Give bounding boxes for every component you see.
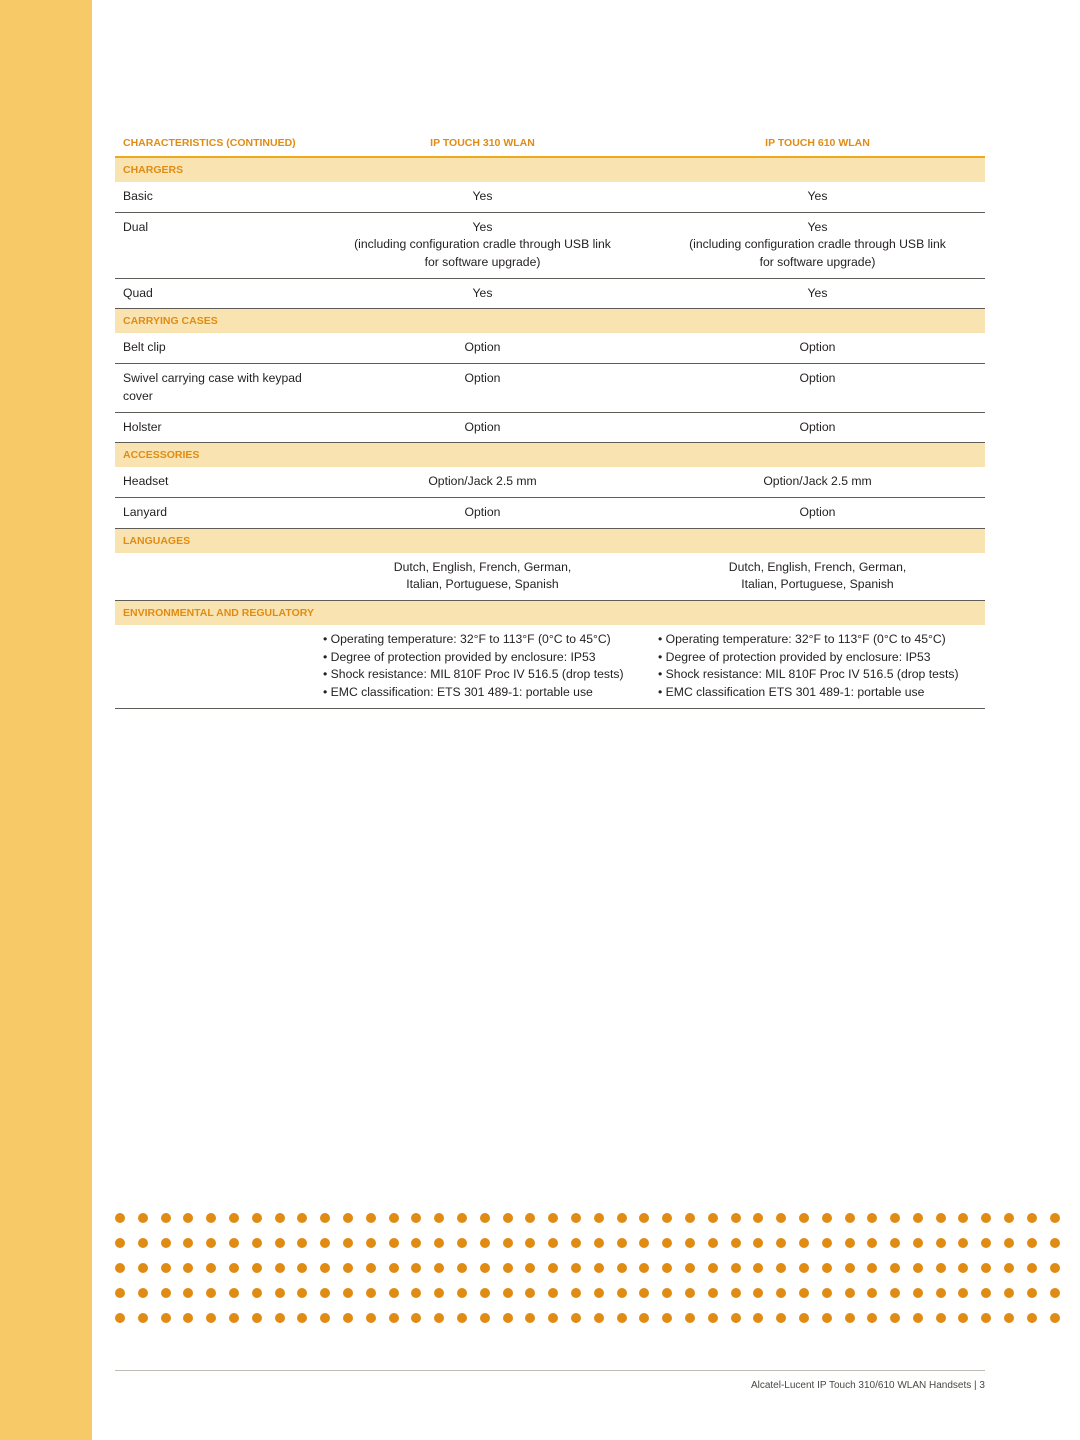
cell-610: Option [650,497,985,528]
line: Dutch, English, French, German, [658,559,977,577]
cell-310: Option [315,412,650,443]
cell-610: Yes [650,278,985,309]
env-item: EMC classification: ETS 301 489-1: porta… [323,684,624,702]
section-label: LANGUAGES [115,528,985,553]
section-label: CHARGERS [115,157,985,182]
cell-610: Option [650,412,985,443]
cell-label [115,553,315,601]
section-label: CARRYING CASES [115,309,985,334]
cell-label: Holster [115,412,315,443]
spec-table-container: CHARACTERISTICS (continued) IP TOUCH 310… [115,130,985,709]
row-quad: Quad Yes Yes [115,278,985,309]
cell-310: Option/Jack 2.5 mm [315,467,650,497]
line: Yes [323,219,642,237]
cell-310: Option [315,364,650,412]
row-languages: Dutch, English, French, German, Italian,… [115,553,985,601]
row-dual: Dual Yes (including configuration cradle… [115,212,985,278]
cell-310: Yes (including configuration cradle thro… [315,212,650,278]
table-header-row: CHARACTERISTICS (continued) IP TOUCH 310… [115,130,985,157]
spec-table: CHARACTERISTICS (continued) IP TOUCH 310… [115,130,985,709]
cell-label: Lanyard [115,497,315,528]
cell-610: Yes [650,182,985,212]
header-model-610: IP TOUCH 610 WLAN [650,130,985,157]
cell-310: Option [315,497,650,528]
section-chargers: CHARGERS [115,157,985,182]
env-item: Shock resistance: MIL 810F Proc IV 516.5… [658,666,959,684]
row-env: Operating temperature: 32°F to 113°F (0°… [115,625,985,708]
cell-label: Belt clip [115,333,315,363]
section-label: ENVIRONMENTAL AND REGULATORY [115,600,985,625]
cell-label: Headset [115,467,315,497]
env-item: Operating temperature: 32°F to 113°F (0°… [323,631,624,649]
cell-310: Yes [315,182,650,212]
section-languages: LANGUAGES [115,528,985,553]
cell-610: Option [650,364,985,412]
decorative-dot-grid [115,1210,1073,1335]
cell-610: Operating temperature: 32°F to 113°F (0°… [650,625,985,708]
line: Yes [658,219,977,237]
row-swivel: Swivel carrying case with keypad cover O… [115,364,985,412]
line: for software upgrade) [658,254,977,272]
line: (including configuration cradle through … [323,236,642,254]
line: (including configuration cradle through … [658,236,977,254]
cell-310: Option [315,333,650,363]
cell-610: Dutch, English, French, German, Italian,… [650,553,985,601]
cell-610: Yes (including configuration cradle thro… [650,212,985,278]
row-lanyard: Lanyard Option Option [115,497,985,528]
cell-310: Yes [315,278,650,309]
line: Italian, Portuguese, Spanish [658,576,977,594]
left-sidebar-accent [0,0,92,1440]
cell-label [115,625,315,708]
line: Dutch, English, French, German, [323,559,642,577]
row-holster: Holster Option Option [115,412,985,443]
env-item: Shock resistance: MIL 810F Proc IV 516.5… [323,666,624,684]
line: Italian, Portuguese, Spanish [323,576,642,594]
cell-310: Dutch, English, French, German, Italian,… [315,553,650,601]
cell-label: Basic [115,182,315,212]
section-accessories: ACCESSORIES [115,443,985,468]
cell-610: Option/Jack 2.5 mm [650,467,985,497]
header-characteristics: CHARACTERISTICS (continued) [115,130,315,157]
env-item: Degree of protection provided by enclosu… [323,649,624,667]
env-item: EMC classification ETS 301 489-1: portab… [658,684,959,702]
section-label: ACCESSORIES [115,443,985,468]
cell-610: Option [650,333,985,363]
row-basic: Basic Yes Yes [115,182,985,212]
cell-label: Dual [115,212,315,278]
env-item: Degree of protection provided by enclosu… [658,649,959,667]
line: for software upgrade) [323,254,642,272]
row-headset: Headset Option/Jack 2.5 mm Option/Jack 2… [115,467,985,497]
env-item: Operating temperature: 32°F to 113°F (0°… [658,631,959,649]
cell-label: Swivel carrying case with keypad cover [115,364,315,412]
section-carrying: CARRYING CASES [115,309,985,334]
section-env: ENVIRONMENTAL AND REGULATORY [115,600,985,625]
footer-rule [115,1370,985,1371]
row-belt-clip: Belt clip Option Option [115,333,985,363]
header-model-310: IP TOUCH 310 WLAN [315,130,650,157]
cell-310: Operating temperature: 32°F to 113°F (0°… [315,625,650,708]
cell-label: Quad [115,278,315,309]
footer-text: Alcatel-Lucent IP Touch 310/610 WLAN Han… [751,1380,985,1391]
